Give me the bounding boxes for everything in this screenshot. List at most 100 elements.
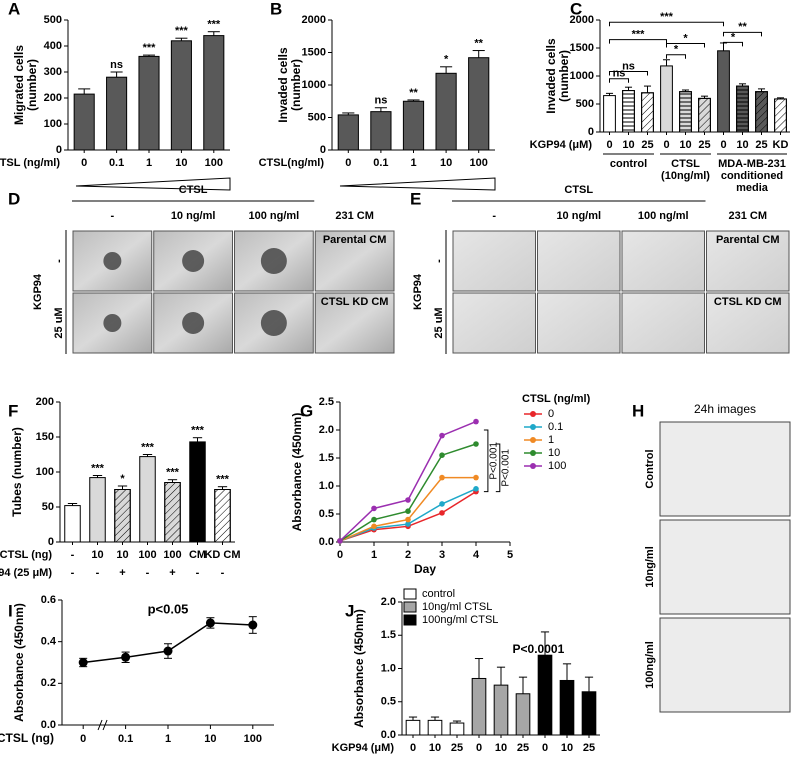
series-marker (405, 508, 411, 514)
significance-label: ns (110, 59, 123, 71)
significance-label: *** (216, 474, 230, 486)
bar (493, 684, 509, 736)
series-marker (439, 474, 445, 481)
series-line (339, 488, 477, 542)
y-tick-label: 1500 (302, 46, 326, 58)
bar (427, 719, 443, 736)
x-tick-label: 10 (495, 742, 507, 754)
y-axis-label: Absorbance (450nm) (290, 413, 304, 532)
x-tick-label: 100 (244, 733, 262, 745)
bar (106, 76, 128, 151)
annotation: P<0.001 (500, 449, 511, 487)
significance-bracket (609, 78, 629, 83)
micrograph (452, 292, 536, 354)
y-tick-label: 500 (308, 111, 326, 123)
spheroid (260, 248, 287, 274)
series-marker (78, 658, 88, 667)
bar (603, 95, 616, 133)
image-title: 24h images (694, 402, 756, 416)
x-tick-label-2: + (169, 567, 175, 579)
significance-label: *** (91, 462, 105, 474)
p-bracket (483, 429, 489, 493)
significance-label: *** (207, 19, 221, 31)
y-tick-label: 0.6 (41, 594, 56, 606)
y-tick-label: 2000 (302, 14, 326, 26)
x-tick-label: 10 (204, 733, 216, 745)
x-axis-label: Day (414, 562, 436, 576)
micrograph (659, 421, 791, 517)
legend-label: 10ng/ml CTSL (422, 601, 492, 613)
row-label: - (433, 259, 445, 263)
significance-bracket (609, 21, 724, 27)
bar (89, 477, 106, 543)
y-tick-label: 1000 (570, 70, 594, 82)
group-label: MDA-MB-231 (718, 158, 786, 170)
y-tick-label: 0 (320, 144, 326, 156)
row-title: KGP94 (412, 273, 424, 310)
panel-letter: A (8, 0, 20, 18)
y-tick-label: 1000 (302, 79, 326, 91)
significance-label: *** (191, 425, 205, 437)
y-tick-label: 100 (36, 466, 54, 478)
x-tick-label: 10 (91, 549, 103, 561)
y-axis-label: Tubes (number) (10, 427, 24, 517)
bar (138, 55, 160, 151)
y-tick-label: 200 (36, 396, 54, 408)
x-tick-label: 2 (405, 549, 411, 561)
x-tick-label-2: + (119, 567, 125, 579)
image-header: CTSL (179, 184, 208, 196)
x-tick-label: 0 (345, 157, 351, 169)
y-tick-label: 0.4 (41, 636, 57, 648)
x-tick-label: 0 (663, 139, 669, 151)
legend-swatch (403, 588, 417, 600)
legend-marker (530, 411, 536, 417)
bar (717, 50, 730, 133)
column-label: 100 ng/ml (249, 210, 300, 222)
bar-hatch (774, 98, 787, 133)
panel-letter: H (632, 401, 644, 420)
x-tick-label: 0 (720, 139, 726, 151)
series-marker (439, 501, 445, 507)
row-label: 100ng/ml (644, 641, 656, 689)
bar (537, 654, 553, 736)
column-label: 231 CM (728, 210, 767, 222)
legend-swatch (403, 614, 417, 626)
bar (203, 35, 225, 151)
series-marker (163, 646, 173, 656)
legend-label: 0.1 (548, 421, 563, 433)
series-marker (337, 538, 343, 544)
row-title: KGP94 (32, 273, 44, 310)
spheroid (103, 314, 122, 332)
column-label: 10 ng/ml (171, 210, 216, 222)
bar (64, 505, 81, 543)
x-tick-label: 3 (439, 549, 445, 561)
legend-label: 1 (548, 434, 554, 446)
micrograph (537, 292, 621, 354)
row-label: 10ng/ml (644, 546, 656, 588)
bar-hatch (679, 91, 692, 133)
significance-label: ** (738, 21, 747, 33)
significance-label: *** (141, 441, 155, 453)
significance-label: *** (632, 29, 646, 41)
group-label: CTSL (671, 158, 700, 170)
group-label: media (736, 182, 769, 194)
p-bracket (495, 443, 501, 493)
micrograph (621, 230, 705, 292)
row-label: Control (644, 449, 656, 488)
series-marker (405, 521, 411, 527)
x-tick-label: 10 (429, 742, 441, 754)
bar (449, 722, 465, 736)
x-tick-label: 25 (451, 742, 463, 754)
spheroid (260, 310, 287, 336)
row-label: 25 uM (53, 307, 65, 338)
bar (370, 111, 392, 151)
x-axis-label: CTSL(ng/ml) (259, 157, 325, 169)
series-marker (248, 620, 258, 630)
x-tick-label: 1 (410, 157, 416, 169)
legend-swatch (403, 601, 417, 613)
axis-break (97, 719, 108, 731)
x-tick-label: 10 (736, 139, 748, 151)
series-marker (405, 497, 411, 503)
panel-letter: B (270, 0, 282, 18)
